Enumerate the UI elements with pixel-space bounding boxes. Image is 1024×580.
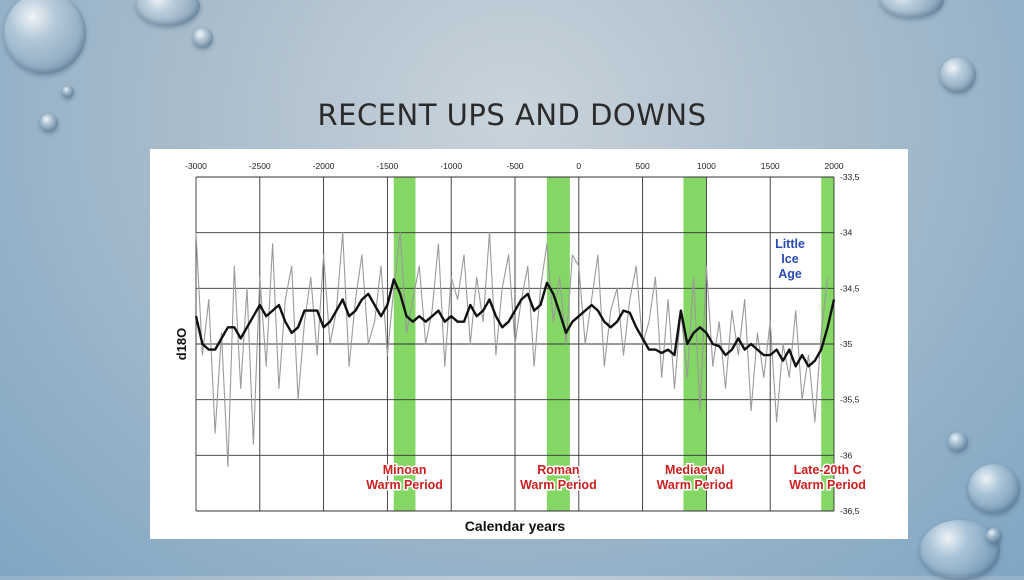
y-tick-label: -36,5 <box>840 506 860 516</box>
water-drop <box>986 528 1002 544</box>
warm-period-label: Mediaeval <box>665 463 725 477</box>
warm-period-label: Warm Period <box>789 478 866 492</box>
x-tick-label: -1000 <box>440 161 462 171</box>
warm-period-label: Warm Period <box>366 478 443 492</box>
x-tick-label: -500 <box>506 161 523 171</box>
y-tick-label: -35 <box>840 339 853 349</box>
warm-period-label: Warm Period <box>520 478 597 492</box>
warm-period-label: Roman <box>537 463 579 477</box>
d18o-line-chart: -3000 -2500 -2000 -1500 -1000 -500 0 500 1000 150… <box>174 161 867 534</box>
y-axis-label: d18O <box>174 328 189 361</box>
little-ice-age-label: Ice <box>781 252 798 266</box>
y-tick-label: -34 <box>840 228 853 238</box>
water-drop <box>948 432 968 452</box>
x-tick-label: -2000 <box>313 161 335 171</box>
x-tick-label: 2000 <box>825 161 844 171</box>
water-drop <box>62 86 74 98</box>
y-tick-label: -34,5 <box>840 283 860 293</box>
water-drop <box>193 28 213 48</box>
x-tick-label: -2500 <box>249 161 271 171</box>
x-tick-label: -3000 <box>185 161 207 171</box>
little-ice-age-label: Age <box>778 267 802 281</box>
water-drop <box>40 114 58 132</box>
x-tick-label: 1500 <box>761 161 780 171</box>
water-drop <box>4 0 86 74</box>
chart-panel: -3000 -2500 -2000 -1500 -1000 -500 0 500 1000 150… <box>150 149 908 539</box>
x-tick-label: 1000 <box>697 161 716 171</box>
water-drop <box>136 0 200 26</box>
water-drop <box>940 57 976 93</box>
water-drop <box>880 0 944 18</box>
warm-period-label: Minoan <box>383 463 427 477</box>
slide-title: RECENT UPS AND DOWNS <box>317 98 707 132</box>
warm-period-label: Late-20th C <box>794 463 862 477</box>
y-tick-label: -36 <box>840 450 853 460</box>
water-drop <box>968 464 1020 514</box>
x-tick-label: -1500 <box>377 161 399 171</box>
little-ice-age-label: Little <box>775 237 805 251</box>
y-tick-label: -33,5 <box>840 172 860 182</box>
raw-d18o-series-line <box>195 232 829 468</box>
y-tick-label: -35,5 <box>840 395 860 405</box>
smoothed-d18o-series-line <box>194 278 836 368</box>
x-tick-label: 500 <box>636 161 650 171</box>
water-drop <box>920 520 1000 580</box>
x-axis-label: Calendar years <box>465 518 566 534</box>
x-tick-label: 0 <box>576 161 581 171</box>
warm-period-label: Warm Period <box>657 478 734 492</box>
